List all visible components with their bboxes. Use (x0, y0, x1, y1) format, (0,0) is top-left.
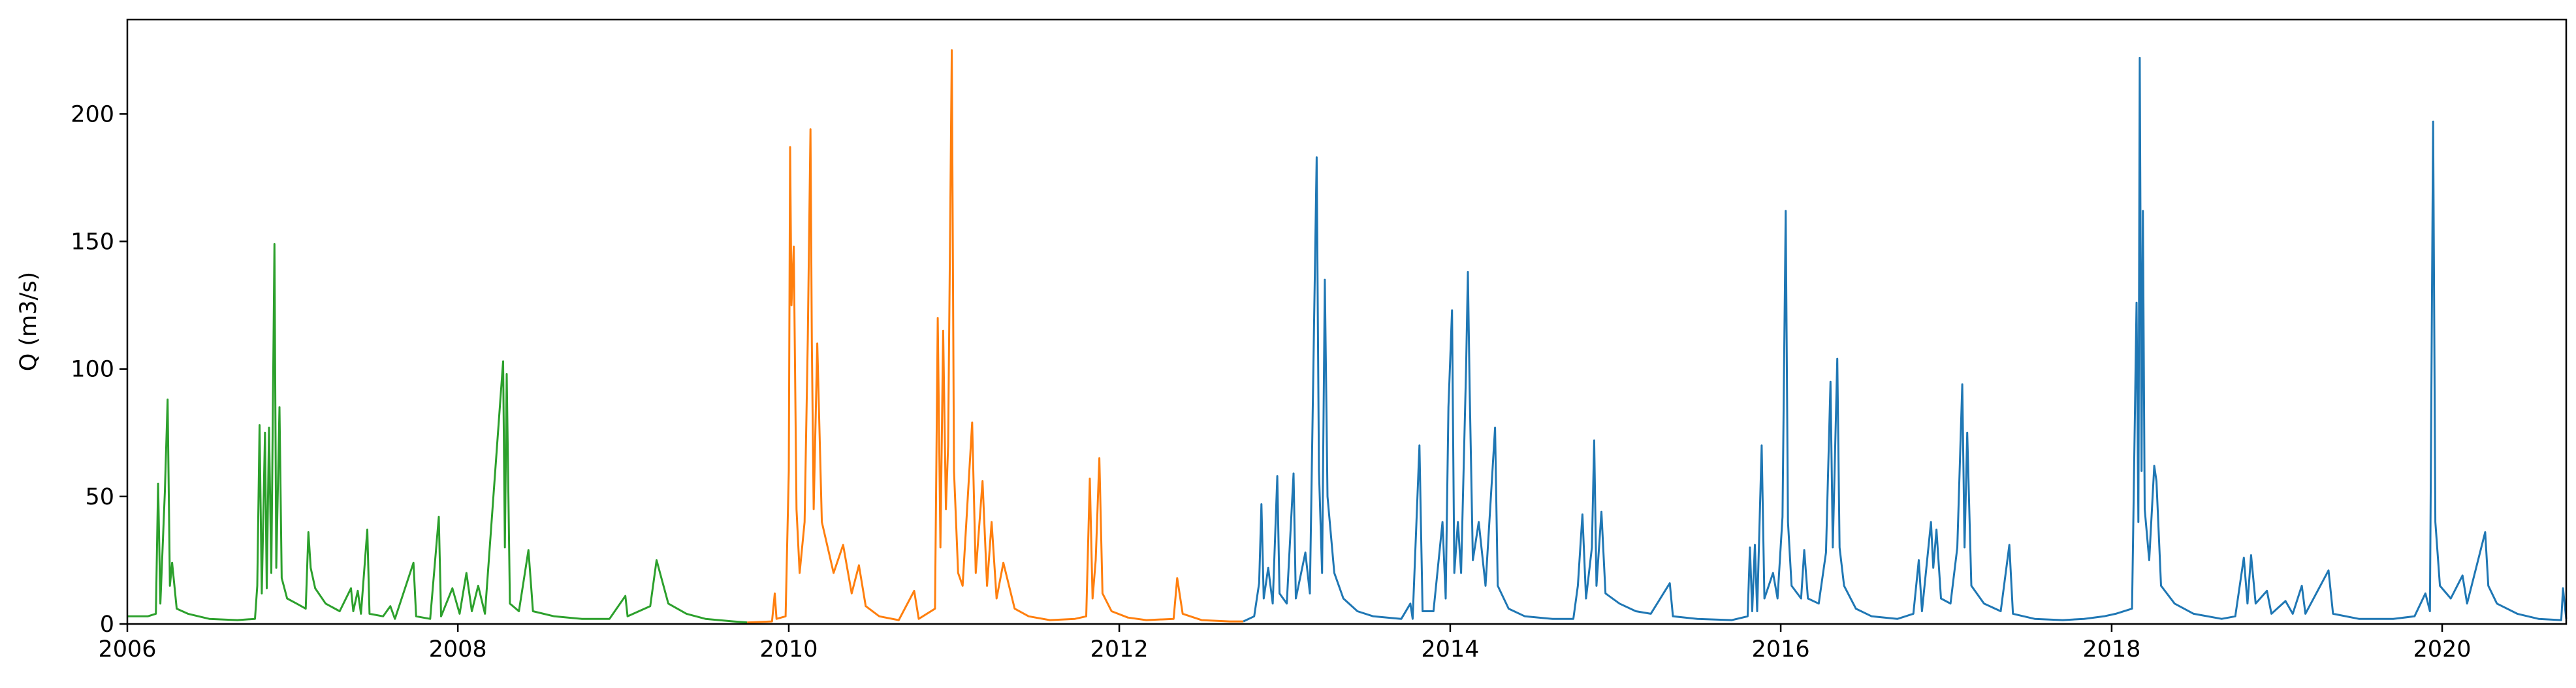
series-line-1 (127, 243, 748, 624)
y-tick-label: 200 (71, 101, 114, 127)
series-line-3 (1243, 57, 2568, 623)
y-axis: 0 50 100 150 200 (71, 101, 127, 638)
x-tick-label: 2014 (1421, 636, 1479, 663)
x-axis: 2006 2008 2010 2012 2014 2016 2018 2020 (98, 624, 2472, 663)
y-axis-label: Q (m3/s) (16, 272, 42, 371)
x-tick-label: 2016 (1752, 636, 1810, 663)
x-tick-label: 2010 (759, 636, 818, 663)
x-tick-label: 2012 (1090, 636, 1149, 663)
y-tick-label: 50 (85, 484, 114, 510)
x-tick-label: 2018 (2082, 636, 2140, 663)
x-tick-label: 2020 (2413, 636, 2471, 663)
plot-background (127, 20, 2566, 624)
y-tick-label: 100 (71, 357, 114, 383)
y-tick-label: 150 (71, 229, 114, 255)
x-tick-label: 2006 (98, 636, 156, 663)
y-tick-label: 0 (100, 612, 114, 638)
x-tick-label: 2008 (429, 636, 487, 663)
series-layer (127, 49, 2568, 624)
plot-frame (126, 18, 2568, 625)
series-line-2 (747, 49, 1244, 624)
